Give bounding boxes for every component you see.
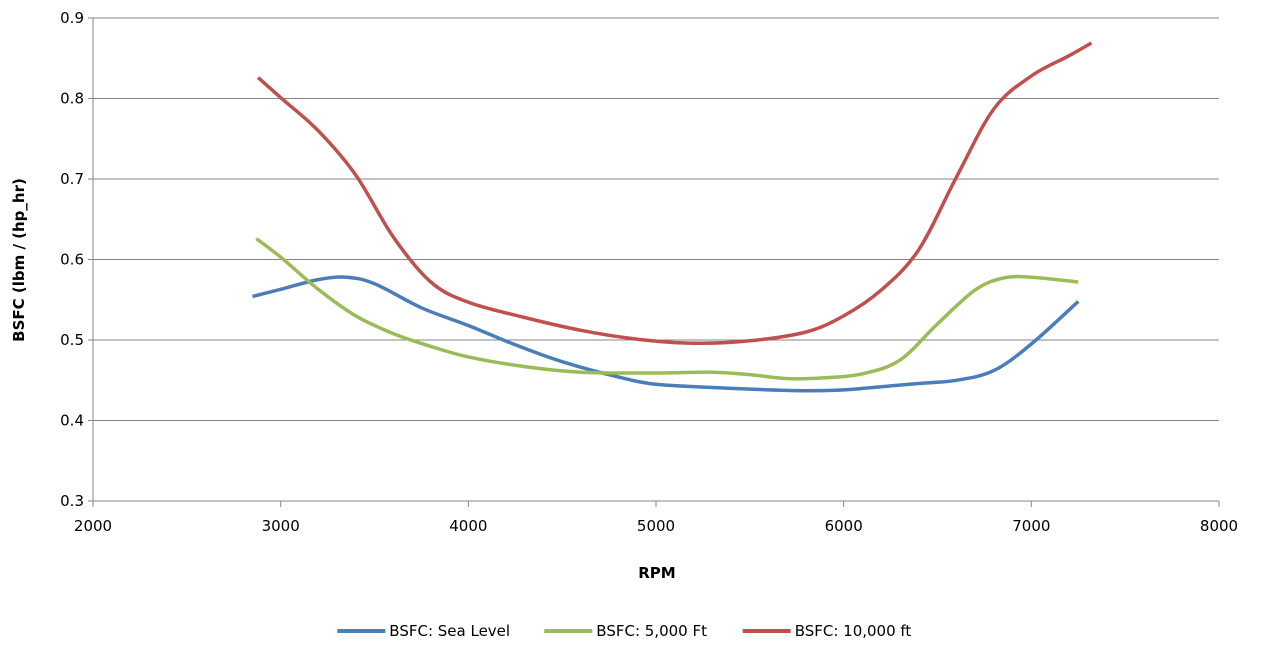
y-tick-label: 0.6 <box>60 251 84 269</box>
y-tick-label: 0.4 <box>60 412 84 430</box>
gridlines <box>93 17 1219 421</box>
y-tick-label: 0.9 <box>60 9 84 27</box>
x-tick-label: 2000 <box>74 517 112 535</box>
x-tick-label: 8000 <box>1200 517 1238 535</box>
series-line-2 <box>256 41 1093 346</box>
x-axis-title: RPM <box>638 564 675 582</box>
legend-item-0: BSFC: Sea Level <box>337 622 510 640</box>
legend: BSFC: Sea Level BSFC: 5,000 Ft BSFC: 10,00… <box>337 622 911 640</box>
series-lines <box>252 41 1093 393</box>
series-line-0 <box>252 275 1080 393</box>
legend-label: BSFC: 10,000 ft <box>795 622 912 640</box>
legend-item-2: BSFC: 10,000 ft <box>742 622 912 640</box>
y-tick-label: 0.7 <box>60 170 84 188</box>
legend-label: BSFC: Sea Level <box>389 622 510 640</box>
x-tick-label: 6000 <box>825 517 863 535</box>
legend-item-1: BSFC: 5,000 Ft <box>544 622 707 640</box>
series-line-1 <box>255 237 1079 381</box>
legend-label: BSFC: 5,000 Ft <box>596 622 707 640</box>
y-axis-title: BSFC (lbm / (hp_hr) <box>10 178 28 342</box>
y-tick-label: 0.3 <box>60 492 84 510</box>
y-tick-label: 0.8 <box>60 90 84 108</box>
y-tick-label: 0.5 <box>60 331 84 349</box>
x-tick-label: 7000 <box>1012 517 1050 535</box>
x-tick-label: 5000 <box>637 517 675 535</box>
x-tick-label: 3000 <box>262 517 300 535</box>
axes: 0.3 0.4 0.5 0.6 0.7 0.8 0.9 2000 3000 4000 5000 600… <box>60 9 1238 535</box>
x-tick-label: 4000 <box>449 517 487 535</box>
